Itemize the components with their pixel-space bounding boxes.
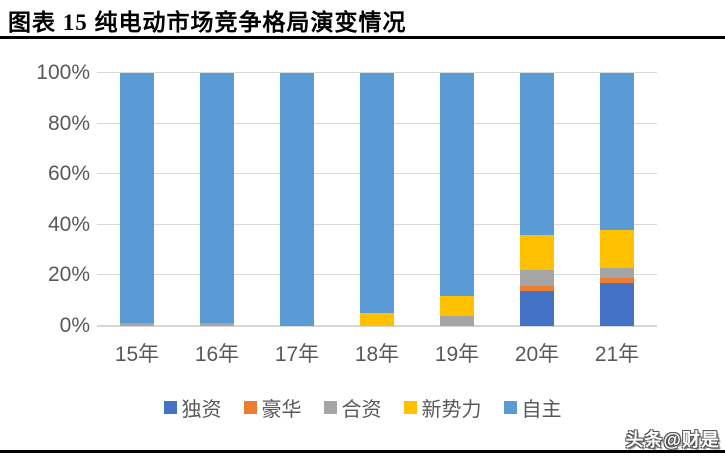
bar-segment-自主 <box>200 73 234 324</box>
bottom-rule <box>0 450 725 453</box>
legend-label: 新势力 <box>421 399 482 421</box>
legend-swatch-icon <box>243 401 257 414</box>
y-tick-label: 60% <box>47 162 90 186</box>
bar-slot-15年 <box>97 73 177 326</box>
title-underline <box>0 36 725 39</box>
legend-item-新势力: 新势力 <box>403 393 482 422</box>
stacked-bar-16年 <box>200 73 234 326</box>
legend-item-自主: 自主 <box>503 393 562 422</box>
watermark: 头条@财是 <box>625 430 720 450</box>
bar-segment-合资 <box>600 267 634 278</box>
stacked-bar-17年 <box>280 73 314 326</box>
bar-segment-自主 <box>440 73 474 296</box>
legend-label: 自主 <box>521 399 562 421</box>
gridline <box>97 72 657 73</box>
x-tick-label: 21年 <box>594 343 640 366</box>
bar-segment-豪华 <box>520 285 554 291</box>
legend-swatch-icon <box>503 401 517 414</box>
bar-segment-合资 <box>520 270 554 286</box>
bar-segment-合资 <box>200 323 234 326</box>
bar-segment-新势力 <box>440 295 474 316</box>
legend-swatch-icon <box>403 401 417 414</box>
x-axis-line <box>97 325 657 327</box>
chart-legend: 独资 豪华 合资 新势力 自主 <box>0 393 725 422</box>
bar-segment-新势力 <box>520 234 554 271</box>
bar-segment-新势力 <box>600 229 634 268</box>
figure-title: 图表 15 纯电动市场竞争格局演变情况 <box>8 10 407 35</box>
bar-slot-18年 <box>337 73 417 326</box>
bar-segment-自主 <box>120 73 154 324</box>
bar-slot-16年 <box>177 73 257 326</box>
x-tick-label: 19年 <box>434 343 480 366</box>
x-tick-label: 16年 <box>194 343 240 366</box>
bar-segment-豪华 <box>600 277 634 283</box>
bar-slot-19年 <box>417 73 497 326</box>
plot-area <box>97 72 657 327</box>
legend-swatch-icon <box>323 401 337 414</box>
bar-segment-合资 <box>120 323 154 326</box>
legend-label: 独资 <box>181 399 222 421</box>
y-tick-label: 80% <box>47 111 90 135</box>
legend-label: 豪华 <box>261 399 302 421</box>
x-tick-label: 18年 <box>354 343 400 366</box>
legend-item-独资: 独资 <box>163 393 222 422</box>
bar-segment-独资 <box>520 290 554 326</box>
bar-slot-17年 <box>257 73 337 326</box>
bar-segment-自主 <box>360 73 394 314</box>
y-tick-label: 20% <box>47 263 90 287</box>
bar-slot-21年 <box>577 73 657 326</box>
stacked-bar-21年 <box>600 73 634 326</box>
y-tick-label: 100% <box>36 61 90 84</box>
bar-segment-自主 <box>520 73 554 235</box>
bar-segment-自主 <box>600 73 634 230</box>
bar-segment-新势力 <box>360 313 394 326</box>
bar-slot-20年 <box>497 73 577 326</box>
x-axis-labels: 15年 16年 17年 18年 19年 20年 21年 <box>97 338 657 368</box>
stacked-bar-20年 <box>520 73 554 326</box>
stacked-bar-18年 <box>360 73 394 326</box>
legend-item-合资: 合资 <box>323 393 382 422</box>
x-tick-label: 15年 <box>114 343 160 366</box>
legend-label: 合资 <box>341 399 382 421</box>
y-tick-label: 40% <box>47 212 90 236</box>
legend-item-豪华: 豪华 <box>243 393 302 422</box>
bar-segment-独资 <box>600 283 634 326</box>
bar-segment-自主 <box>280 73 314 326</box>
stacked-bar-15年 <box>120 73 154 326</box>
stacked-bar-19年 <box>440 73 474 326</box>
bar-segment-合资 <box>440 315 474 326</box>
legend-swatch-icon <box>163 401 177 414</box>
x-tick-label: 20年 <box>514 343 560 366</box>
x-tick-label: 17年 <box>274 343 320 366</box>
y-tick-label: 0% <box>59 314 90 337</box>
